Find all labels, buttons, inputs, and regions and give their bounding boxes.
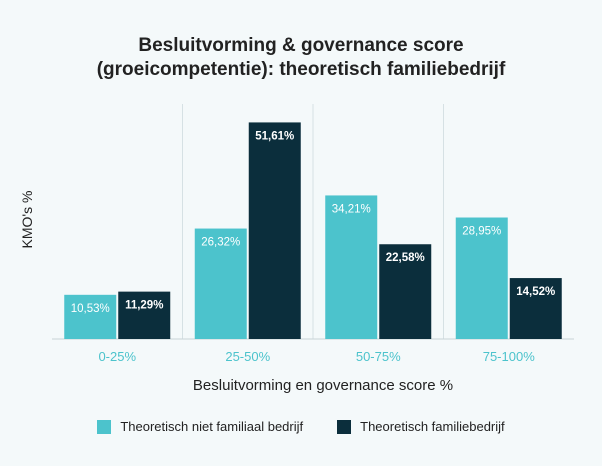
legend-item-series-2: Theoretisch familiebedrijf [337, 419, 505, 434]
x-tick-label: 0-25% [98, 349, 136, 364]
bar-series-1-0-25% [64, 294, 117, 339]
x-tick-label: 50-75% [356, 349, 401, 364]
legend-swatch-series-1 [97, 419, 112, 434]
bar-series-2-0-25% [118, 291, 171, 339]
legend-item-series-1: Theoretisch niet familiaal bedrijf [97, 419, 303, 434]
bar-series-1-50-75% [325, 195, 378, 339]
bar-series-1-75-100% [455, 217, 508, 339]
bar-series-2-75-100% [509, 278, 562, 339]
legend-swatch-series-2 [337, 419, 352, 434]
chart-title-line-2: (groeicompetentie): theoretisch familieb… [96, 59, 506, 80]
x-tick-label: 25-50% [225, 349, 270, 364]
chart-title-line-1: Besluitvorming & governance score [138, 35, 464, 56]
bar-series-2-25-50% [248, 122, 301, 339]
data-label: 22,58% [386, 252, 425, 264]
y-axis-title: KMO's % [19, 191, 35, 249]
chart-title: Besluitvorming & governance score (groei… [0, 34, 602, 82]
data-label: 34,21% [332, 203, 371, 215]
data-label: 26,32% [201, 237, 240, 249]
legend: Theoretisch niet familiaal bedrijf Theor… [0, 419, 602, 434]
legend-label-series-2: Theoretisch familiebedrijf [360, 419, 505, 434]
data-label: 14,52% [516, 286, 555, 298]
x-axis-title: Besluitvorming en governance score % [193, 377, 453, 394]
legend-label-series-1: Theoretisch niet familiaal bedrijf [120, 419, 304, 434]
data-label: 10,53% [71, 303, 110, 315]
bar-series-2-50-75% [379, 244, 432, 339]
bar-series-1-25-50% [194, 228, 247, 339]
x-tick-label: 75-100% [483, 349, 535, 364]
data-label: 11,29% [125, 300, 163, 312]
data-label: 28,95% [462, 226, 501, 238]
data-label: 51,61% [255, 130, 294, 142]
